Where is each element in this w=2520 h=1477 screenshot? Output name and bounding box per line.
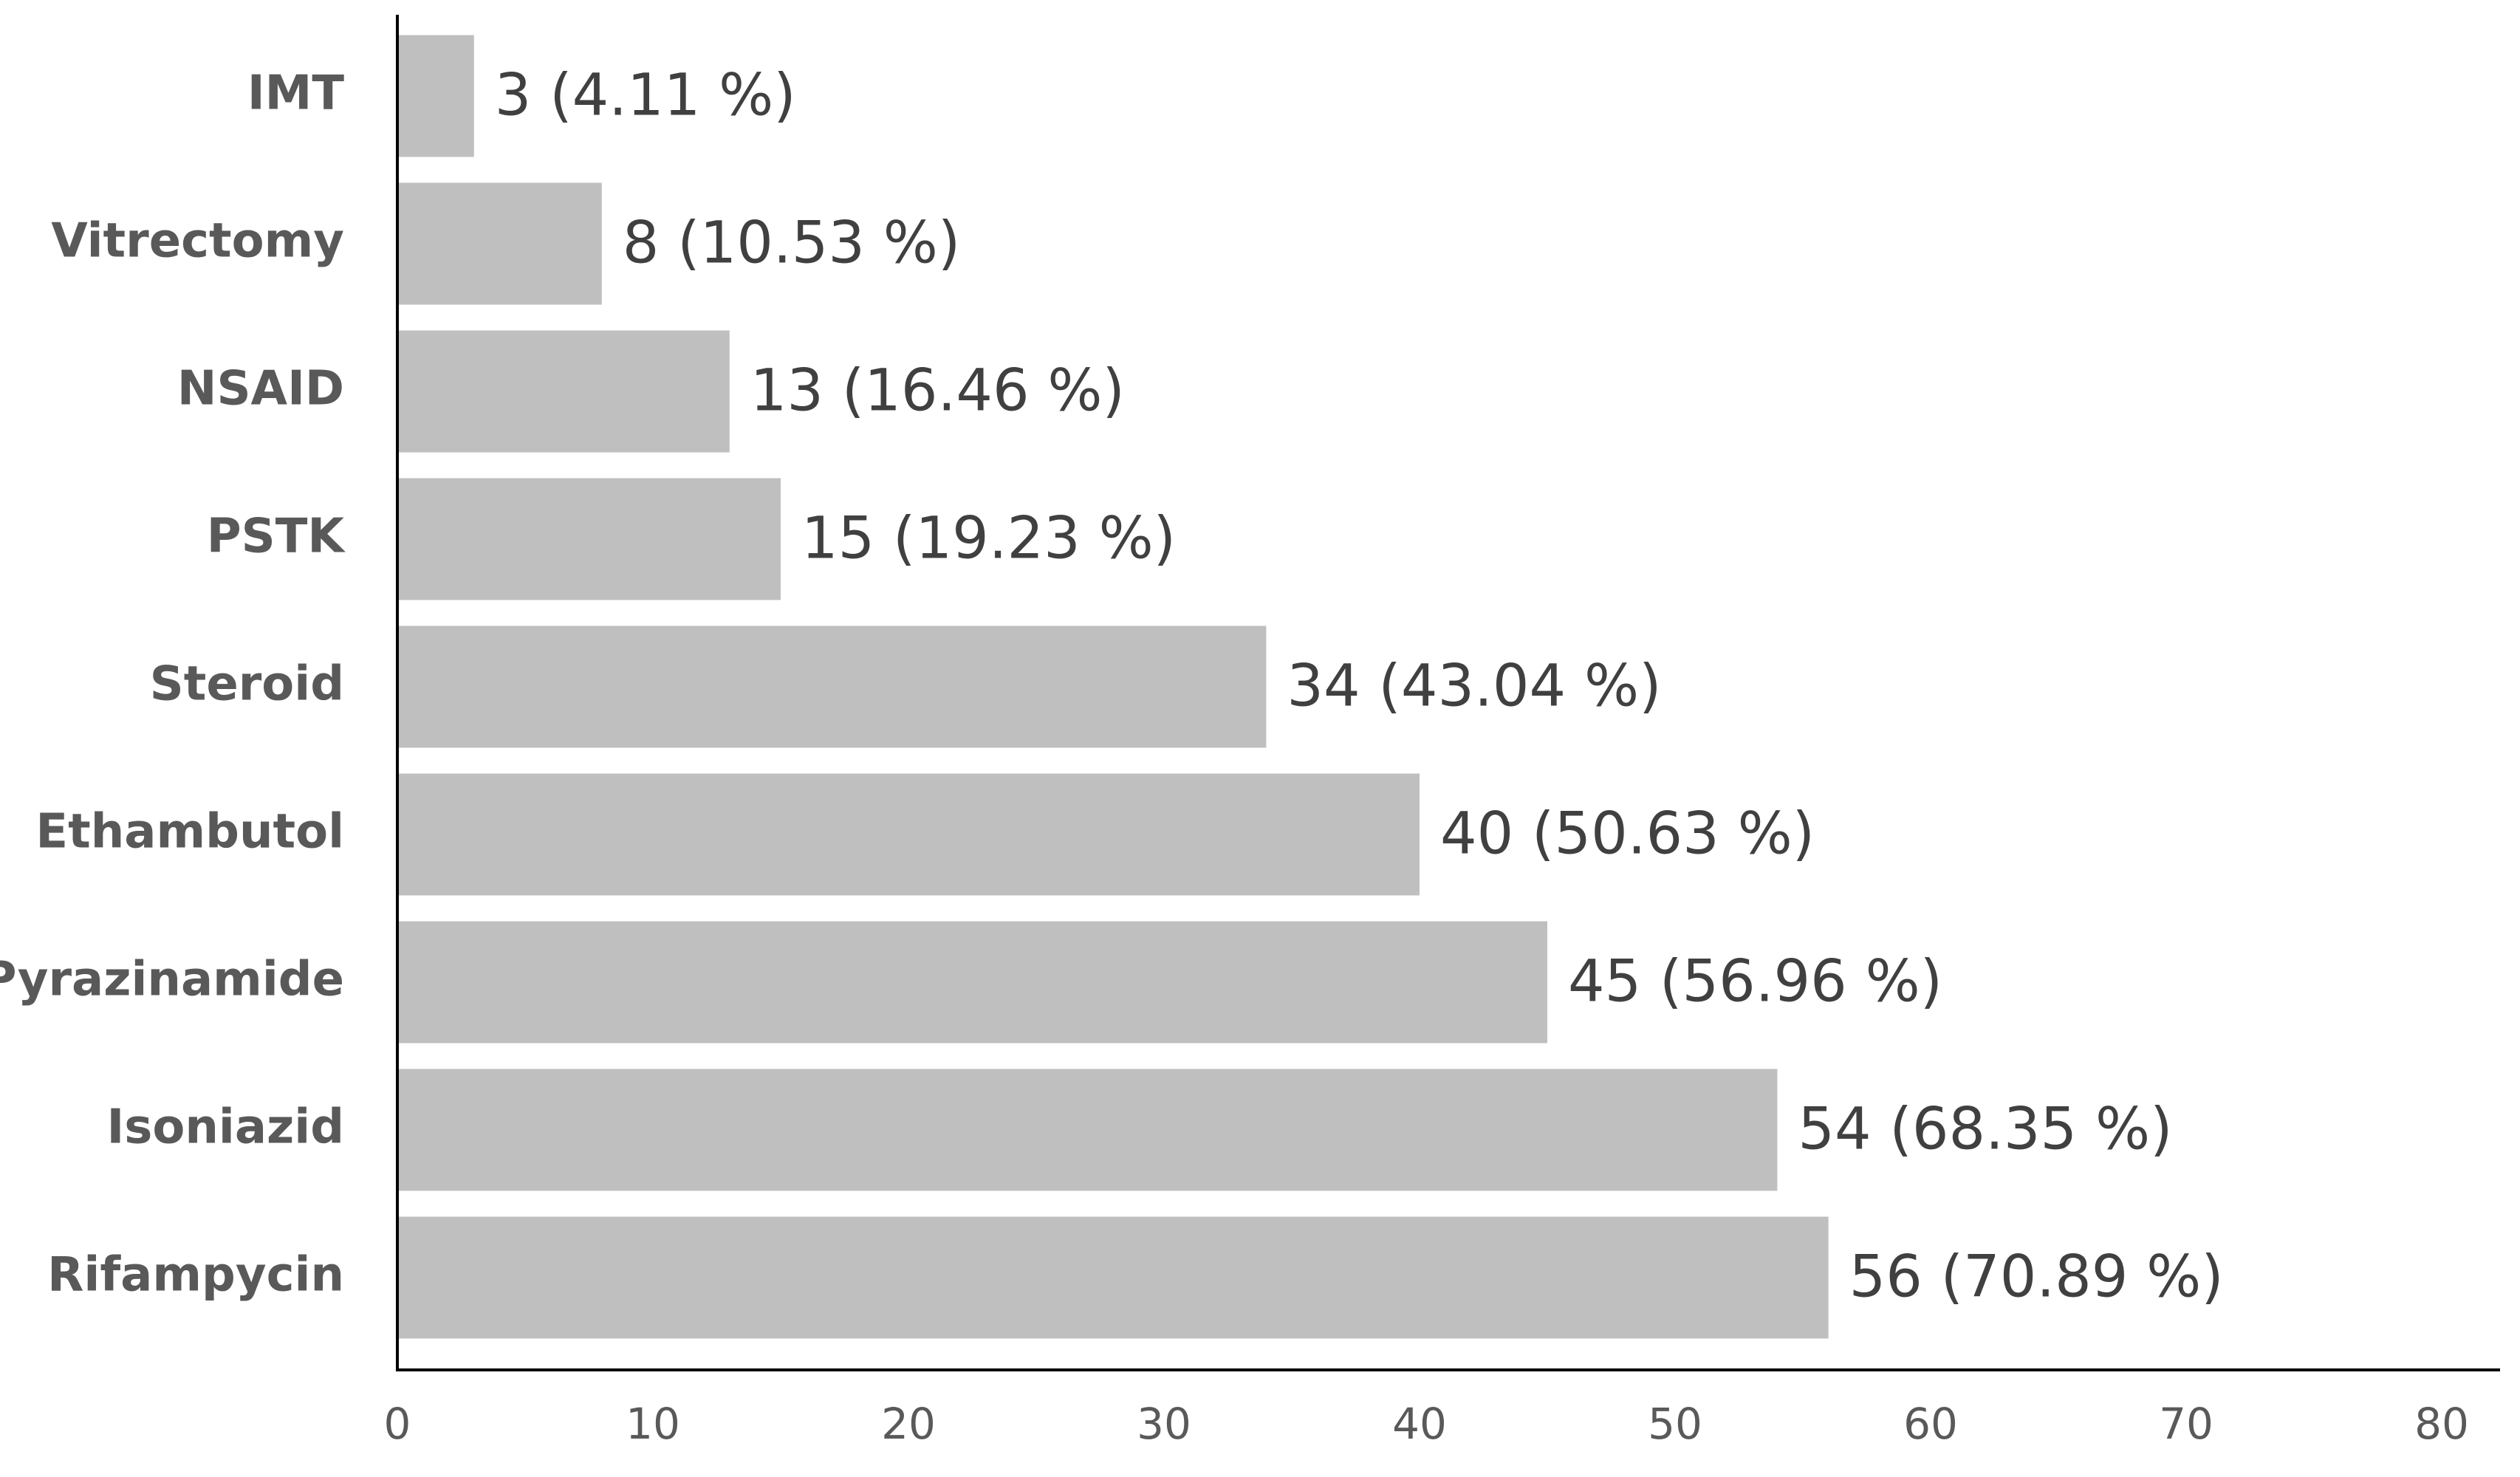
x-tick-label: 30 [1137,1399,1191,1449]
category-label: PSTK [207,510,346,564]
data-label: 8 (10.53 %) [623,210,961,276]
data-label: 34 (43.04 %) [1287,653,1661,719]
x-tick-label: 70 [2159,1399,2213,1449]
bar [397,478,781,600]
bars-layer [397,35,1829,1339]
data-label: 13 (16.46 %) [750,357,1125,424]
x-tick-label: 60 [1903,1399,1958,1449]
labels-layer: IMT 3 (4.11 %) Vitrectomy 8 (10.53 %) NSAID 1… [0,62,2224,1310]
bar [397,773,1420,896]
bar [397,1069,1778,1191]
category-label: Steroid [150,657,344,712]
category-label: Rifampycin [47,1248,344,1303]
data-label: 56 (70.89 %) [1849,1244,2224,1310]
category-label: Pyrazinamide [0,953,344,1007]
x-tick-label: 80 [2414,1399,2469,1449]
data-label: 15 (19.23 %) [801,505,1176,572]
data-label: 40 (50.63 %) [1440,801,1815,867]
data-label: 3 (4.11 %) [495,62,796,128]
bar [397,1216,1829,1339]
bar [397,330,730,453]
x-tick-label: 10 [626,1399,680,1449]
x-tick-label: 20 [881,1399,936,1449]
category-label: IMT [247,66,345,121]
data-label: 54 (68.35 %) [1798,1096,2172,1162]
bar [397,182,602,305]
bar [397,35,474,157]
data-label: 45 (56.96 %) [1568,948,1942,1015]
x-tick-label: 0 [384,1399,411,1449]
axes-layer: 0 10 20 30 40 50 60 70 80 [384,15,2500,1449]
bar [397,626,1267,748]
category-label: Isoniazid [106,1100,344,1155]
x-tick-label: 50 [1648,1399,1702,1449]
category-label: Vitrectomy [51,214,344,269]
bar [397,921,1547,1044]
category-label: NSAID [177,362,344,417]
category-label: Ethambutol [35,805,344,860]
x-tick-label: 40 [1392,1399,1447,1449]
